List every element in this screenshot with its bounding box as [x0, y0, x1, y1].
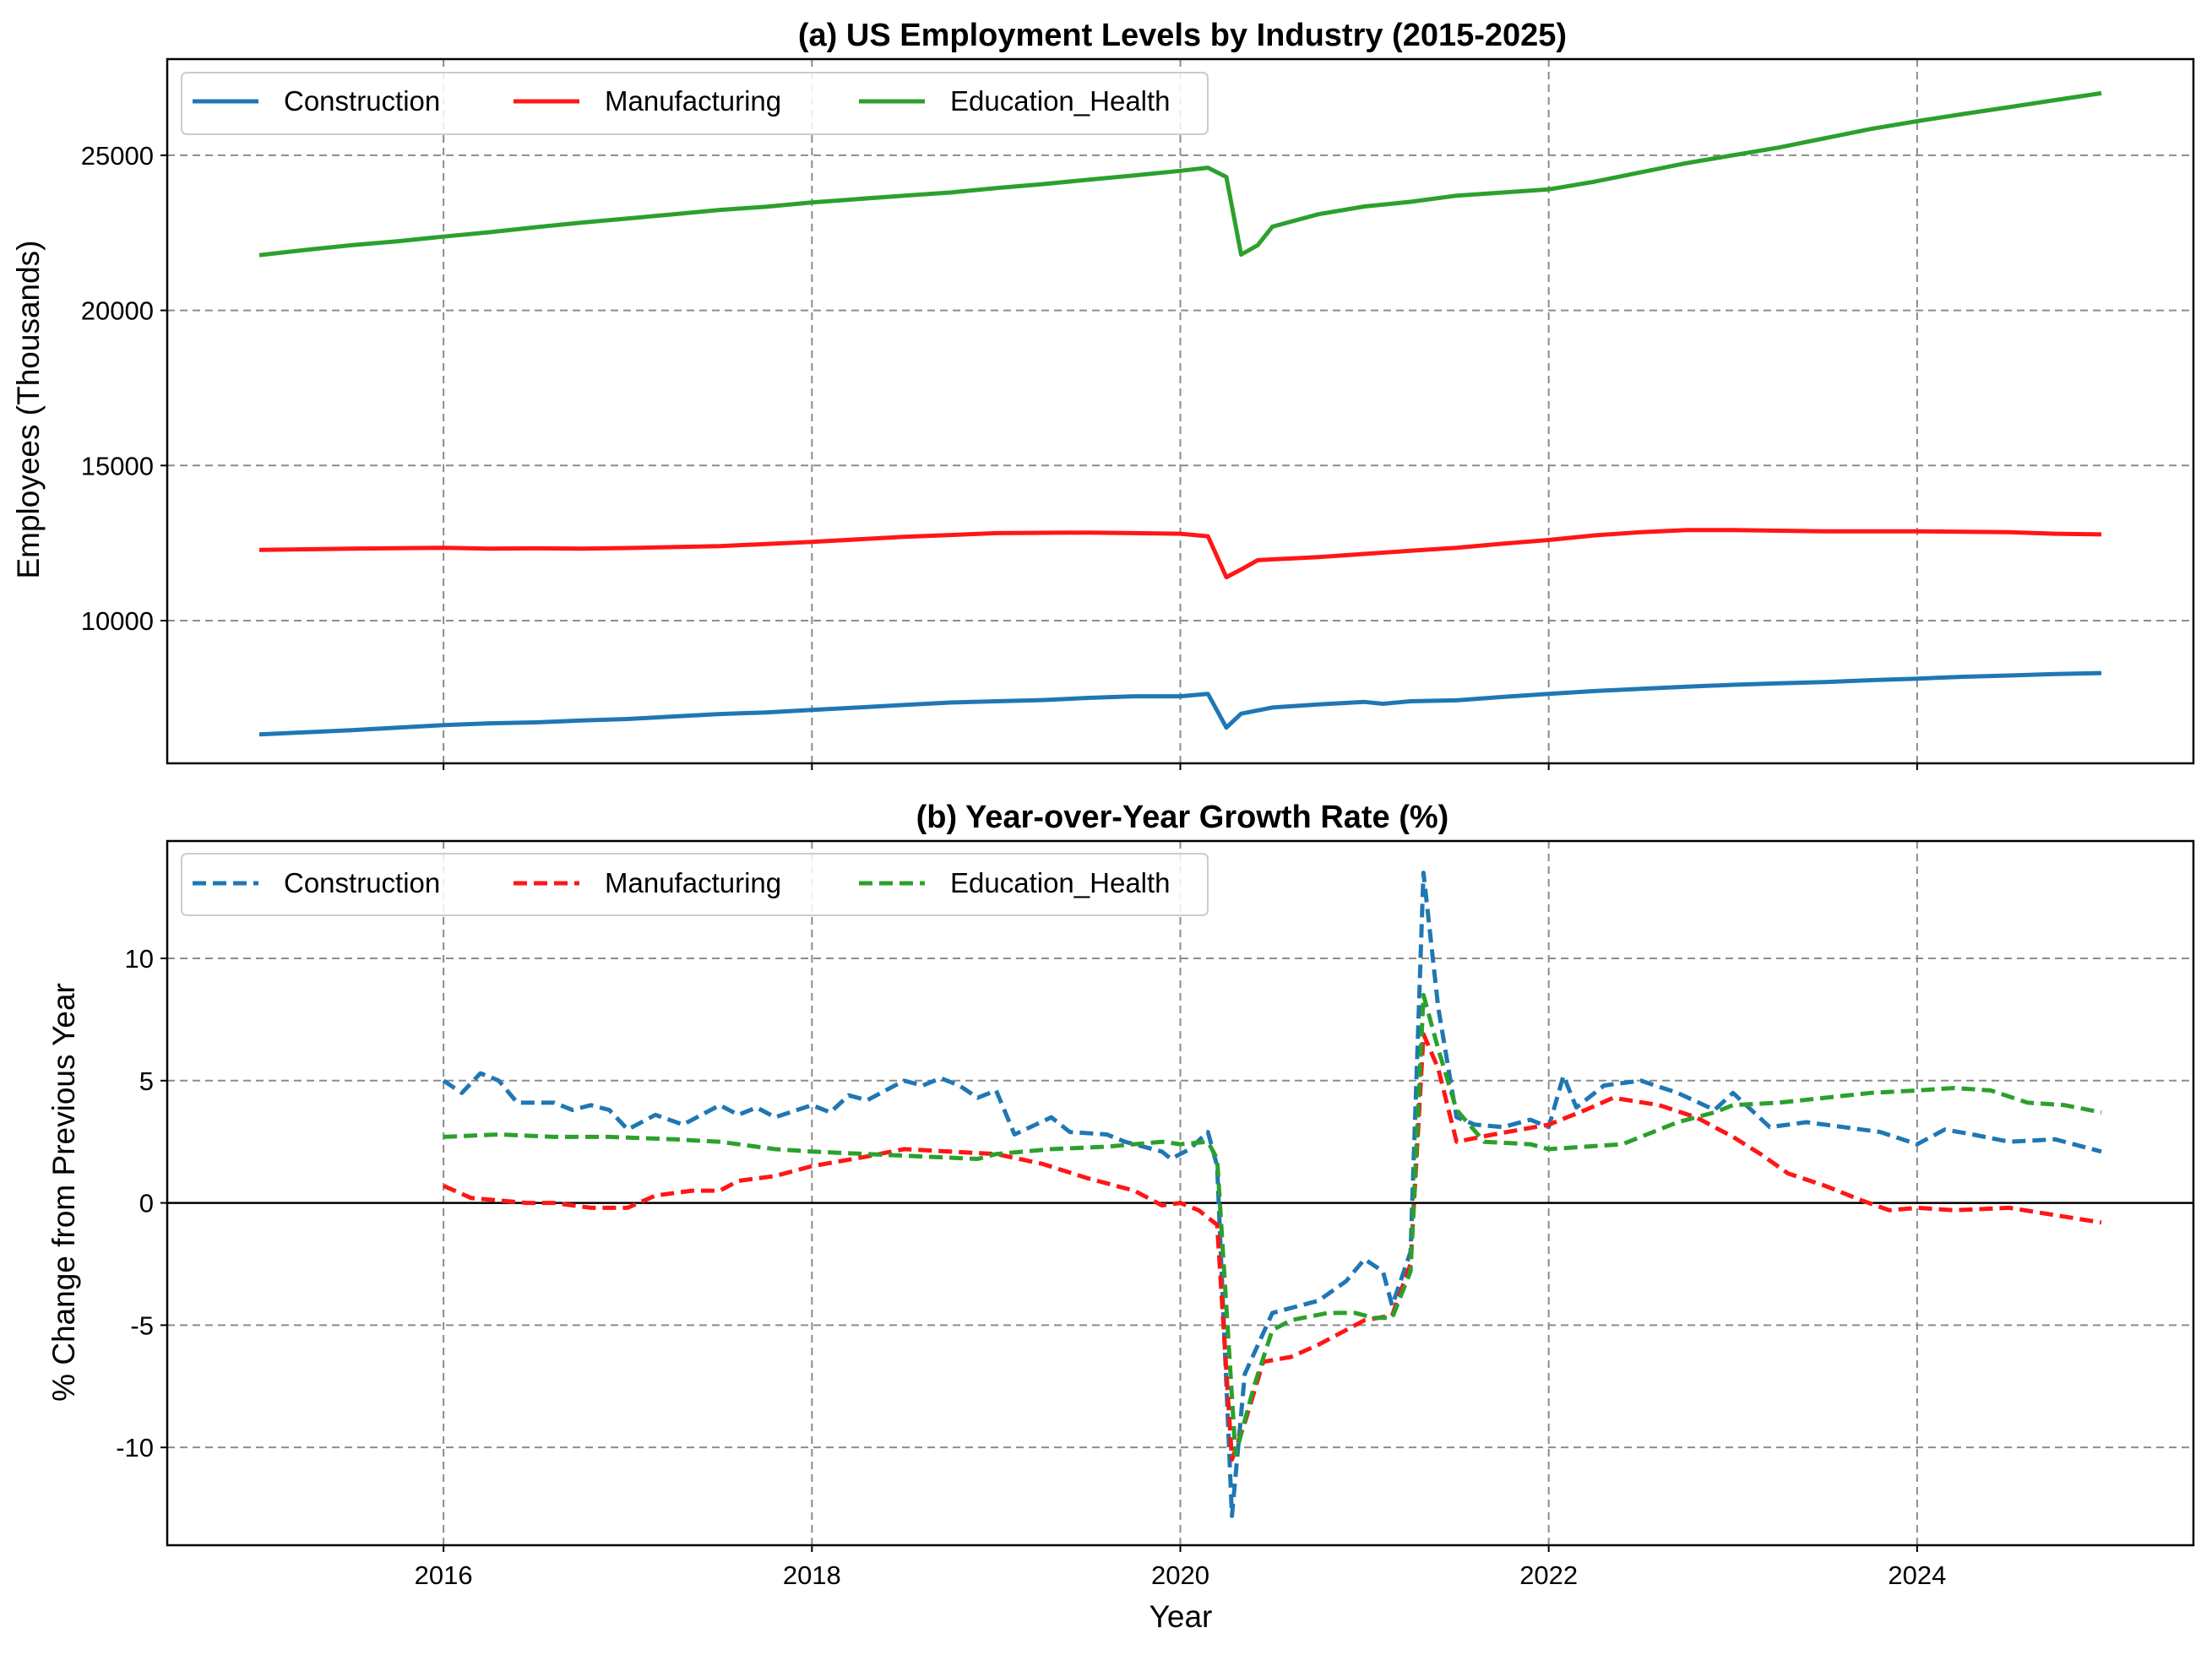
x-tick-label: 2020 [1151, 1560, 1209, 1590]
series-line-construction [258, 670, 2102, 737]
x-tick-label: 2018 [783, 1560, 841, 1590]
panel-b-y-ticks: -10 -5 0 5 10 [116, 944, 167, 1462]
series-line-manufacturing [258, 528, 2102, 580]
panel-a-y-ticks: 10000 15000 20000 25000 [81, 141, 167, 636]
panel-a-employment-levels: (a) US Employment Levels by Industry (20… [11, 18, 2195, 770]
legend-b-manufacturing-label: Manufacturing [605, 867, 781, 898]
y-tick-label: -5 [130, 1310, 154, 1340]
y-tick-label: 20000 [81, 296, 154, 326]
panel-a-legend: Construction Manufacturing Education_Hea… [181, 72, 1209, 135]
y-tick-label: 25000 [81, 141, 154, 171]
panel-b-series [442, 871, 2102, 1518]
y-tick-label: 10000 [81, 606, 154, 636]
panel-b-ylabel: % Change from Previous Year [46, 983, 81, 1402]
series-line-education-health [443, 992, 2102, 1457]
panel-a-ylabel: Employees (Thousands) [11, 240, 46, 578]
panel-b-title: (b) Year-over-Year Growth Rate (%) [916, 800, 1449, 835]
panel-b-legend: Construction Manufacturing Education_Hea… [181, 853, 1209, 916]
panel-a-legend-box [181, 72, 1209, 135]
legend-b-education-health-label: Education_Health [950, 867, 1171, 898]
series-line-education-health [258, 90, 2102, 258]
legend-a-manufacturing-label: Manufacturing [605, 85, 781, 117]
panel-b-xlabel: Year [1149, 1599, 1213, 1634]
legend-b-construction-label: Construction [284, 867, 440, 898]
panel-b-legend-box [181, 853, 1209, 916]
x-tick-label: 2022 [1519, 1560, 1578, 1590]
panel-a-series [258, 90, 2102, 737]
panel-b-x-ticks: 2016 2018 2020 2022 2024 [415, 1545, 1946, 1590]
panel-a-title: (a) US Employment Levels by Industry (20… [798, 18, 1567, 53]
y-tick-label: 10 [125, 944, 154, 974]
legend-a-construction-label: Construction [284, 85, 440, 117]
y-tick-label: 5 [139, 1066, 154, 1096]
x-tick-label: 2024 [1888, 1560, 1946, 1590]
panel-b-frame [166, 839, 2195, 1547]
x-tick-label: 2016 [415, 1560, 473, 1590]
legend-a-education-health-label: Education_Health [950, 85, 1171, 117]
y-tick-label: 0 [139, 1189, 154, 1218]
panel-b-growth-rate: (b) Year-over-Year Growth Rate (%) % Cha… [46, 800, 2195, 1634]
series-line-construction [442, 871, 2102, 1518]
panel-a-frame [166, 57, 2195, 765]
panel-a-grid [167, 59, 2193, 763]
y-tick-label: 15000 [81, 451, 154, 480]
panel-a-x-ticks [443, 763, 1918, 770]
y-tick-label: -10 [116, 1433, 154, 1462]
